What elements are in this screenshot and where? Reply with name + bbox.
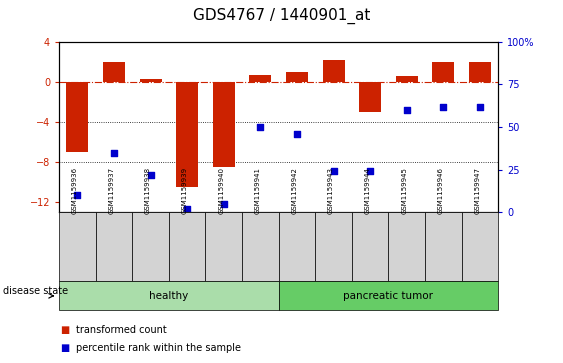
Bar <box>140 79 162 82</box>
Text: GSM1159945: GSM1159945 <box>401 167 407 214</box>
Point <box>256 124 265 130</box>
Point <box>109 150 118 155</box>
Text: ■: ■ <box>60 343 69 354</box>
Text: GSM1159944: GSM1159944 <box>365 167 370 214</box>
Point <box>293 131 302 137</box>
Text: disease state: disease state <box>3 286 68 297</box>
Text: healthy: healthy <box>149 291 189 301</box>
Bar <box>66 82 88 152</box>
Text: GSM1159947: GSM1159947 <box>475 167 480 214</box>
Point <box>73 192 82 198</box>
Bar <box>103 62 125 82</box>
Point <box>220 201 229 207</box>
Text: percentile rank within the sample: percentile rank within the sample <box>76 343 241 354</box>
Text: GDS4767 / 1440901_at: GDS4767 / 1440901_at <box>193 7 370 24</box>
Text: GSM1159940: GSM1159940 <box>218 167 224 214</box>
Text: GSM1159941: GSM1159941 <box>255 167 261 214</box>
Text: ■: ■ <box>60 325 69 335</box>
Point <box>475 104 484 110</box>
Bar <box>396 76 418 82</box>
Bar <box>176 82 198 187</box>
Text: transformed count: transformed count <box>76 325 167 335</box>
Point <box>366 168 375 174</box>
Bar <box>249 75 271 82</box>
Text: GSM1159936: GSM1159936 <box>72 167 78 214</box>
Bar <box>359 82 381 112</box>
Point <box>403 107 412 113</box>
Point <box>146 172 155 178</box>
Point <box>182 206 191 212</box>
Text: GSM1159938: GSM1159938 <box>145 167 151 214</box>
Bar <box>286 72 308 82</box>
Text: GSM1159942: GSM1159942 <box>292 167 297 214</box>
Text: GSM1159943: GSM1159943 <box>328 167 334 214</box>
Bar <box>323 60 345 82</box>
Text: GSM1159937: GSM1159937 <box>109 167 114 214</box>
Text: GSM1159946: GSM1159946 <box>438 167 444 214</box>
Bar <box>432 62 454 82</box>
Text: GSM1159939: GSM1159939 <box>182 167 187 214</box>
Point <box>439 104 448 110</box>
Point <box>329 168 338 174</box>
Text: pancreatic tumor: pancreatic tumor <box>343 291 434 301</box>
Bar <box>469 62 491 82</box>
Bar <box>213 82 235 167</box>
